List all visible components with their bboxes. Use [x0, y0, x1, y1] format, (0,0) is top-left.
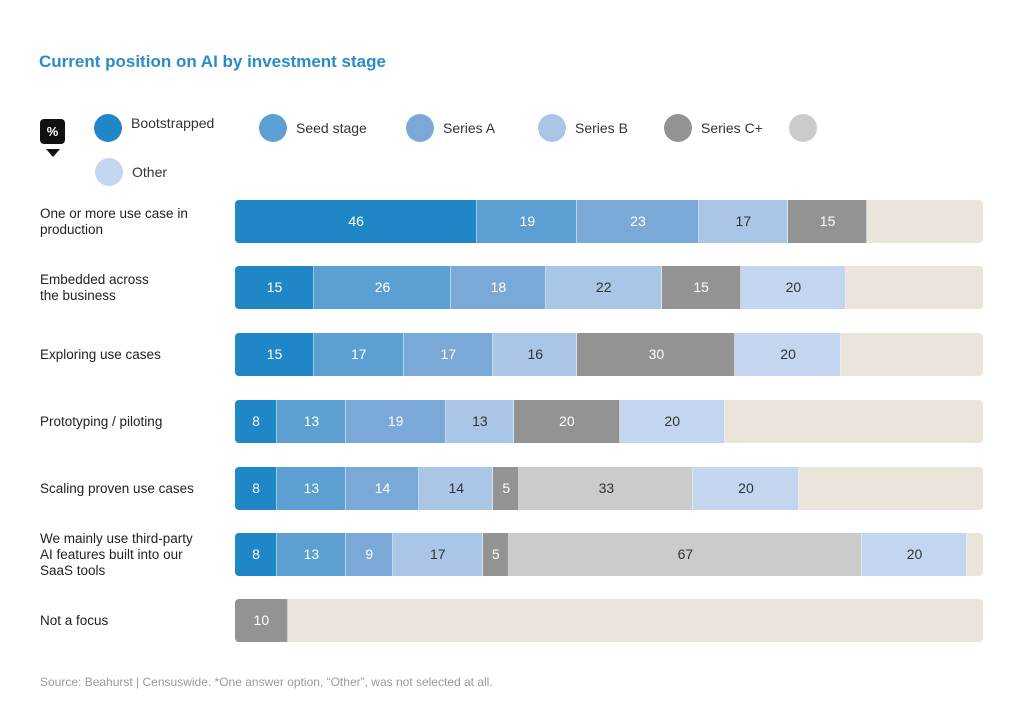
legend-item: Series A [406, 114, 495, 142]
row-label: We mainly use third-party AI features bui… [40, 531, 220, 579]
bar-segment [493, 467, 520, 510]
bar-segment [861, 533, 968, 576]
bar-segment [735, 333, 841, 376]
bar-segment [235, 533, 278, 576]
legend-label: Seed stage [296, 120, 367, 136]
row-label-line: AI features built into our [40, 546, 183, 562]
bar-segment [482, 533, 509, 576]
row-label-line: One or more use case in [40, 205, 188, 221]
bar-segment [493, 333, 578, 376]
row-label-line: the business [40, 287, 116, 303]
legend-swatch [538, 114, 566, 142]
legend-label: Series A [443, 120, 496, 136]
legend-item: Series B [538, 114, 628, 142]
legend-item: Bootstrapped [94, 114, 214, 142]
row-label-line: Not a focus [40, 612, 109, 628]
percent-unit-badge: % [40, 119, 65, 144]
legend-item: Seed stage [259, 114, 367, 142]
bar-segment [519, 467, 694, 510]
chevron-down-icon [46, 149, 60, 157]
bar-segment [445, 400, 515, 443]
bar-segment [277, 467, 346, 510]
legend-label: Other [132, 164, 168, 180]
bar-segment [508, 533, 862, 576]
bar-segment [693, 467, 799, 510]
legend-label: Bootstrapped [131, 115, 215, 131]
bar-segment [277, 533, 346, 576]
bar-segment [235, 266, 314, 309]
bar-segment [403, 333, 494, 376]
legend-swatch [664, 114, 692, 142]
bar-segment [419, 467, 494, 510]
row-label-line: Prototyping / piloting [40, 413, 163, 429]
legend-swatch [259, 114, 287, 142]
bar-segment [661, 266, 741, 309]
legend-item [789, 114, 817, 142]
row-label: Not a focus [40, 613, 220, 629]
bar-track: 46 19 23 17 15 [235, 200, 983, 243]
bar-segment [345, 400, 446, 443]
bar-segment [235, 333, 314, 376]
legend-swatch [406, 114, 434, 142]
legend-label: Series B [575, 120, 628, 136]
legend-swatch [95, 158, 123, 186]
legend-item: Other [95, 158, 167, 186]
chart-title: Current position on AI by investment sta… [39, 52, 386, 71]
bar-segment [277, 400, 346, 443]
bar-track: 15 26 18 22 15 20 [235, 266, 983, 309]
bar-segment [514, 400, 620, 443]
legend-swatch [94, 114, 122, 142]
row-label: Embedded across the business [40, 272, 220, 304]
row-label: One or more use case in production [40, 206, 220, 238]
row-label-line: Embedded across [40, 271, 149, 287]
bar-segment [577, 333, 736, 376]
bar-segment [235, 599, 288, 642]
row-label: Scaling proven use cases [40, 481, 220, 497]
bar-segment [619, 400, 725, 443]
row-label: Prototyping / piloting [40, 414, 220, 430]
bar-segment [345, 533, 394, 576]
bar-segment [235, 467, 278, 510]
bar-segment [577, 200, 699, 243]
bar-segment [450, 266, 546, 309]
bar-segment [314, 333, 404, 376]
bar-segment [393, 533, 483, 576]
bar-track: 8 13 14 14 5 33 20 [235, 467, 983, 510]
row-label-line: Scaling proven use cases [40, 480, 194, 496]
bar-track: 15 17 17 16 30 20 [235, 333, 983, 376]
bar-segment [788, 200, 868, 243]
row-label-line: SaaS tools [40, 562, 106, 578]
bar-track: 10 [235, 599, 983, 642]
bar-segment [740, 266, 847, 309]
source-note: Source: Beahurst | Censuswide. *One answ… [40, 675, 493, 689]
bar-segment [698, 200, 789, 243]
row-label-line: Exploring use cases [40, 346, 161, 362]
row-label: Exploring use cases [40, 347, 220, 363]
legend-swatch [789, 114, 817, 142]
legend-label: Series C+ [701, 120, 763, 136]
bar-segment [345, 467, 420, 510]
bar-segment [314, 266, 451, 309]
bar-segment [235, 400, 278, 443]
bar-track: 8 13 19 13 20 20 [235, 400, 983, 443]
bar-track: 8 13 9 17 5 67 20 [235, 533, 983, 576]
bar-segment [545, 266, 662, 309]
bar-segment [235, 200, 478, 243]
row-label-line: production [40, 221, 104, 237]
bar-segment [477, 200, 578, 243]
legend-item: Series C+ [664, 114, 763, 142]
row-label-line: We mainly use third-party [40, 530, 193, 546]
